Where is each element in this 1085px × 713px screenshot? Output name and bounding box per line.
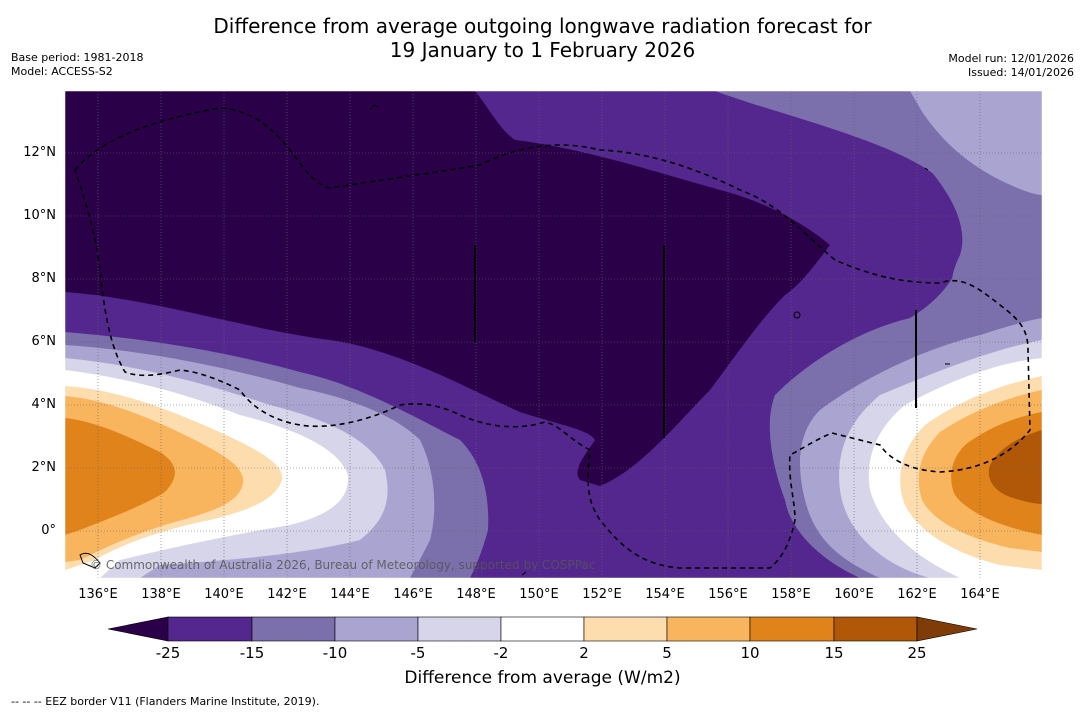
model-run: Model run: 12/01/2026	[948, 52, 1074, 65]
model-name: Model: ACCESS-S2	[11, 65, 113, 78]
colorbar-segment-6	[583, 616, 668, 642]
coastlines	[79, 104, 950, 576]
colorbar-segment-9	[833, 616, 918, 642]
footnote: -- -- -- EEZ border V11 (Flanders Marine…	[11, 695, 320, 708]
title-line-1: Difference from average outgoing longwav…	[213, 14, 872, 38]
vertical-marks	[474, 245, 917, 438]
colorbar-label-m10: -10	[322, 644, 348, 662]
lat-label-2n: 2°N	[31, 460, 57, 475]
issued-date: Issued: 14/01/2026	[967, 66, 1074, 79]
meta-left: Base period: 1981-2018 Model: ACCESS-S2	[11, 51, 143, 79]
lon-label-142e: 142°E	[267, 587, 307, 602]
lon-label-148e: 148°E	[456, 587, 496, 602]
colorbar	[107, 616, 978, 642]
lon-label-136e: 136°E	[78, 587, 118, 602]
colorbar-label-p5: 5	[662, 644, 672, 662]
colorbar-label-p2: 2	[579, 644, 589, 662]
lon-label-140e: 140°E	[204, 587, 244, 602]
colorbar-label-m15: -15	[239, 644, 265, 662]
lat-label-4n: 4°N	[31, 397, 57, 412]
lat-label-8n: 8°N	[31, 271, 57, 286]
lat-label-0: 0°	[41, 523, 56, 538]
lon-label-154e: 154°E	[645, 587, 685, 602]
colorbar-segment-3	[334, 616, 419, 642]
lat-label-6n: 6°N	[31, 334, 57, 349]
band-below-25-core	[65, 91, 830, 486]
lon-label-160e: 160°E	[834, 587, 874, 602]
colorbar-segment-4	[417, 616, 502, 642]
colorbar-segment-2	[251, 616, 336, 642]
colorbar-label-m2: -2	[493, 644, 509, 662]
colorbar-segment-7	[666, 616, 751, 642]
lon-label-164e: 164°E	[960, 587, 1000, 602]
band-p15-p25-east	[988, 430, 1042, 504]
lon-label-156e: 156°E	[708, 587, 748, 602]
copyright-notice: © Commonwealth of Australia 2026, Bureau…	[90, 558, 596, 572]
lon-label-162e: 162°E	[897, 587, 937, 602]
lat-label-10n: 10°N	[23, 208, 56, 223]
gridlines	[65, 91, 1042, 578]
colorbar-min-arrow	[107, 616, 169, 642]
lon-label-146e: 146°E	[393, 587, 433, 602]
band-m10-m5-ne	[910, 91, 1042, 335]
lon-label-152e: 152°E	[582, 587, 622, 602]
map-plot	[65, 91, 1042, 578]
colorbar-segment-8	[749, 616, 835, 642]
colorbar-segment-1	[167, 616, 253, 642]
colorbar-segment-5	[500, 616, 585, 642]
base-period: Base period: 1981-2018	[11, 51, 144, 64]
lon-label-158e: 158°E	[771, 587, 811, 602]
colorbar-max-arrow	[916, 616, 978, 642]
lon-label-144e: 144°E	[330, 587, 370, 602]
colorbar-label-p10: 10	[740, 644, 760, 662]
colorbar-label-p15: 15	[824, 644, 844, 662]
band-p10-p15-west	[65, 418, 175, 535]
meta-right: Model run: 12/01/2026 Issued: 14/01/2026	[948, 52, 1074, 80]
colorbar-label-p25: 25	[907, 644, 927, 662]
eez-border	[74, 107, 1031, 569]
lon-label-150e: 150°E	[519, 587, 559, 602]
map-frame	[64, 90, 1043, 579]
colorbar-title: Difference from average (W/m2)	[404, 668, 681, 688]
lat-label-12n: 12°N	[23, 145, 56, 160]
colorbar-label-m25: -25	[155, 644, 181, 662]
lon-label-138e: 138°E	[141, 587, 181, 602]
chart-title: Difference from average outgoing longwav…	[0, 14, 1085, 62]
title-line-2: 19 January to 1 February 2026	[389, 38, 696, 62]
colorbar-label-m5: -5	[410, 644, 426, 662]
